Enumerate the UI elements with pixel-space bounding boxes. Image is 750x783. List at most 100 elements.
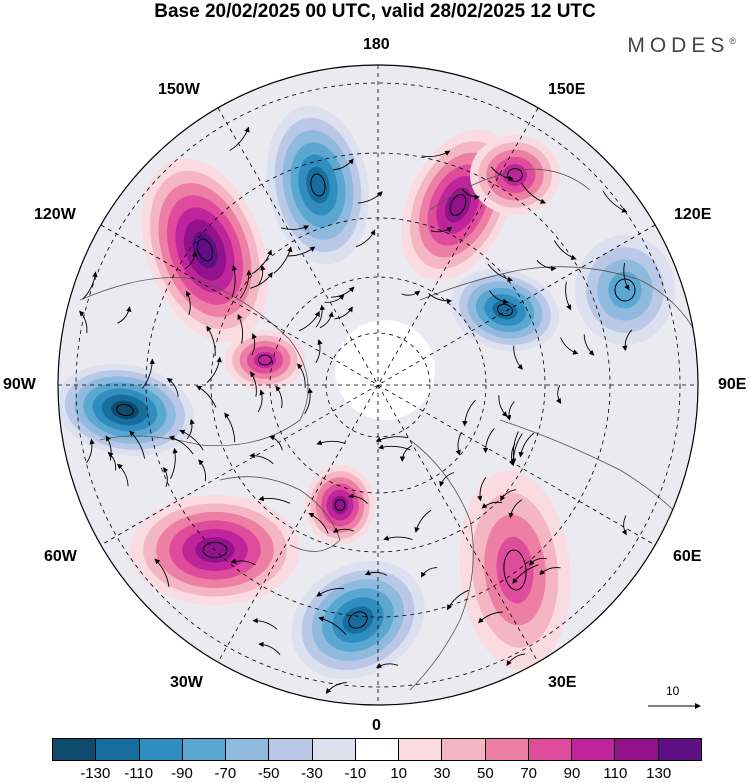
coastline-siberia xyxy=(419,266,698,341)
wind-arrow xyxy=(229,126,250,151)
wind-arrow xyxy=(500,489,517,502)
geopotential-contour xyxy=(334,498,346,512)
brand-text: MODES xyxy=(627,34,730,57)
lon-label-120e: 120E xyxy=(674,206,712,223)
colorbar-tick-label: 50 xyxy=(476,765,494,782)
wind-arrow xyxy=(621,515,627,536)
wind-arrow xyxy=(82,271,98,300)
wind-arrow xyxy=(498,395,508,417)
wind-arrow xyxy=(513,345,524,370)
lon-label-60w: 60W xyxy=(44,548,77,565)
wind-arrow xyxy=(332,158,354,171)
wind-arrow xyxy=(105,435,112,461)
contour-lines xyxy=(116,167,636,629)
lon-label-30e: 30E xyxy=(548,674,577,691)
coastline-greenland xyxy=(219,476,341,552)
wind-arrow xyxy=(184,251,198,269)
registered-mark: ® xyxy=(729,36,736,46)
polar-cap xyxy=(335,320,435,420)
wind-arrow xyxy=(249,452,274,464)
colorbar-tick-label: -70 xyxy=(214,765,237,782)
anomaly-contour-band xyxy=(496,536,534,604)
wind-arrow xyxy=(482,428,495,454)
wind-arrow xyxy=(376,662,399,669)
wind-arrow xyxy=(198,459,206,482)
wind-arrow xyxy=(258,495,291,504)
wind-arrow xyxy=(206,325,216,356)
wind-arrow xyxy=(269,435,283,451)
meridian-150w-30e xyxy=(217,107,539,663)
wind-arrow xyxy=(179,429,204,451)
geopotential-contour xyxy=(202,541,228,559)
wind-arrow xyxy=(490,166,515,182)
coastline-scandinavia xyxy=(409,439,474,691)
colorbar-cell xyxy=(312,739,356,760)
wind-arrow xyxy=(481,501,503,509)
anomaly-contour-band xyxy=(111,400,139,420)
wind-arrow xyxy=(251,249,273,275)
wind-arrow xyxy=(521,182,546,204)
lon-label-120w: 120W xyxy=(34,206,76,223)
wind-arrow xyxy=(556,384,562,404)
lon-label-150e: 150E xyxy=(548,81,586,98)
geopotential-contour xyxy=(310,173,326,197)
wind-arrow xyxy=(304,387,313,415)
wind-arrow xyxy=(553,240,577,260)
colorbar-cell xyxy=(485,739,529,760)
wind-arrow xyxy=(364,570,387,576)
colorbar-tick-label: -90 xyxy=(171,765,193,782)
wind-arrow xyxy=(528,557,547,566)
colorbar-cell xyxy=(182,739,227,760)
colorbar-tick-label: -130 xyxy=(80,765,111,782)
wind-arrow xyxy=(518,432,535,458)
wind-arrow xyxy=(489,290,509,305)
wind-arrow xyxy=(508,499,523,519)
anomaly-field xyxy=(58,105,675,680)
wind-arrow xyxy=(224,412,236,443)
wind-arrow xyxy=(196,385,217,408)
wind-arrow xyxy=(250,371,257,397)
wind-arrow xyxy=(230,558,256,566)
colorbar-tick-label: -10 xyxy=(344,765,367,782)
wind-arrow xyxy=(231,264,238,298)
lon-label-150w: 150W xyxy=(158,81,200,98)
colorbar-tick-label: 110 xyxy=(603,765,628,782)
colorbar-cell xyxy=(399,739,443,760)
wind-arrow xyxy=(439,472,455,487)
wind-arrow xyxy=(461,188,480,200)
wind-arrow xyxy=(623,262,630,291)
wind-streamlines xyxy=(79,126,633,694)
wind-arrow xyxy=(162,466,169,487)
graticule xyxy=(58,65,698,705)
wind-arrow xyxy=(348,493,368,504)
colorbar-cell xyxy=(658,739,701,760)
wind-arrow xyxy=(257,264,266,286)
geopotential-contour xyxy=(503,549,527,591)
wind-arrow xyxy=(462,399,476,427)
wind-arrow xyxy=(539,567,561,576)
wind-arrow xyxy=(86,438,95,464)
wind-arrow xyxy=(273,246,293,274)
wind-arrow xyxy=(565,281,572,311)
wind-arrow xyxy=(420,567,438,578)
wind-arrow xyxy=(334,306,353,320)
geopotential-contour xyxy=(257,354,273,366)
wind-arrow xyxy=(168,435,194,455)
wind-arrow xyxy=(141,358,155,389)
wind-arrow xyxy=(186,418,195,440)
wind-arrow xyxy=(510,431,519,464)
geopotential-contour xyxy=(348,611,368,629)
page-title: Base 20/02/2025 00 UTC, valid 28/02/2025… xyxy=(154,1,596,22)
wind-arrow xyxy=(280,225,310,231)
wind-arrow xyxy=(536,260,557,272)
wind-arrow xyxy=(318,616,347,635)
wind-arrow xyxy=(421,150,451,157)
colorbar-cell xyxy=(355,739,400,760)
colorbar-tick-label: 90 xyxy=(563,765,581,782)
map-disc xyxy=(58,65,698,705)
lon-label-0: 0 xyxy=(372,717,381,734)
wind-arrow xyxy=(315,304,326,328)
wind-arrow xyxy=(583,334,595,356)
geopotential-contour xyxy=(449,194,467,216)
colorbar-tick-label: -110 xyxy=(124,765,154,782)
